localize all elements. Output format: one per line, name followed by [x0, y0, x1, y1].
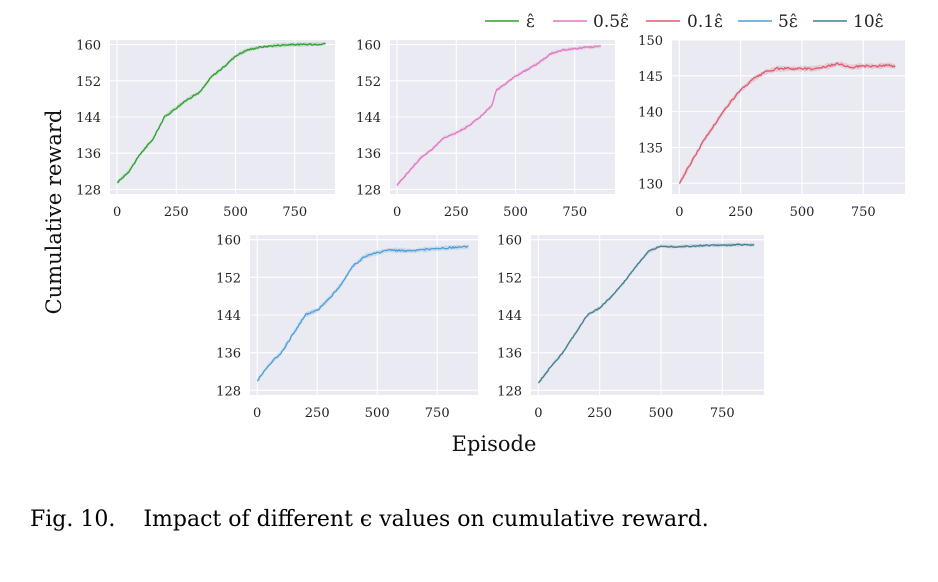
y-tick-label: 144 [216, 309, 241, 324]
x-tick-label: 0 [113, 205, 121, 220]
y-tick-label: 128 [497, 384, 522, 399]
y-tick-label: 152 [216, 271, 241, 286]
y-tick-label: 160 [356, 39, 381, 54]
y-tick-label: 144 [76, 111, 101, 126]
x-tick-label: 750 [562, 205, 587, 220]
y-tick-label: 152 [356, 75, 381, 90]
x-tick-label: 250 [305, 406, 330, 421]
y-tick-label: 136 [76, 147, 101, 162]
x-tick-label: 250 [444, 205, 469, 220]
series-line [678, 62, 896, 184]
x-tick-label: 0 [675, 205, 683, 220]
y-tick-label: 144 [497, 309, 522, 324]
y-axis-label: Cumulative reward [42, 110, 66, 315]
x-tick-label: 0 [534, 406, 542, 421]
y-tick-label: 136 [497, 347, 522, 362]
x-axis-label: Episode [452, 432, 537, 456]
series-band [117, 41, 326, 185]
y-tick-label: 135 [638, 141, 663, 156]
legend-label-10eps: 10ε̂ [853, 12, 884, 32]
y-tick-label: 140 [638, 106, 663, 121]
y-tick-label: 136 [216, 347, 241, 362]
x-tick-label: 250 [728, 205, 753, 220]
y-tick-label: 150 [638, 34, 663, 49]
y-tick-label: 160 [216, 234, 241, 249]
y-tick-label: 152 [76, 75, 101, 90]
x-tick-label: 0 [253, 406, 261, 421]
y-tick-label: 144 [356, 111, 381, 126]
y-tick-label: 130 [638, 177, 663, 192]
x-tick-label: 250 [164, 205, 189, 220]
series-line [117, 42, 326, 183]
legend-label-0.1eps: 0.1ε̂ [687, 12, 723, 32]
panel-5eps: 0 250 500 750 128 136 144 152 160 [216, 234, 478, 421]
figure-caption: Fig. 10. Impact of different ϵ values on… [30, 507, 709, 532]
x-tick-label: 500 [503, 205, 528, 220]
x-tick-label: 750 [425, 406, 450, 421]
x-tick-label: 250 [587, 406, 612, 421]
y-tick-label: 128 [76, 183, 101, 198]
y-tick-label: 152 [497, 271, 522, 286]
x-tick-label: 750 [851, 205, 876, 220]
y-tick-label: 145 [638, 70, 663, 85]
panel-0.5eps: 0 250 500 750 128 136 144 152 160 [356, 39, 615, 220]
series-line [396, 45, 601, 186]
panel-eps: 0 250 500 750 128 136 144 152 160 [76, 39, 335, 220]
y-tick-label: 136 [356, 147, 381, 162]
x-tick-label: 500 [790, 205, 815, 220]
legend-label-5eps: 5ε̂ [778, 12, 798, 32]
panel-0.1eps: 0 250 500 750 130 135 140 145 150 [638, 34, 905, 220]
x-tick-label: 500 [649, 406, 674, 421]
x-tick-label: 500 [223, 205, 248, 220]
y-tick-label: 128 [216, 384, 241, 399]
legend-label-0.5eps: 0.5ε̂ [593, 12, 629, 32]
series-line [256, 245, 469, 382]
y-tick-label: 160 [497, 234, 522, 249]
legend: ε̂ 0.5ε̂ 0.1ε̂ 5ε̂ 10ε̂ [485, 12, 884, 32]
y-tick-label: 128 [356, 183, 381, 198]
panel-10eps: 0 250 500 750 128 136 144 152 160 [497, 234, 764, 421]
y-tick-label: 160 [76, 39, 101, 54]
x-tick-label: 750 [710, 406, 735, 421]
x-tick-label: 0 [393, 205, 401, 220]
legend-label-eps: ε̂ [526, 12, 535, 32]
plot-area [672, 40, 905, 194]
x-tick-label: 750 [282, 205, 307, 220]
x-tick-label: 500 [365, 406, 390, 421]
series-line [537, 243, 755, 384]
